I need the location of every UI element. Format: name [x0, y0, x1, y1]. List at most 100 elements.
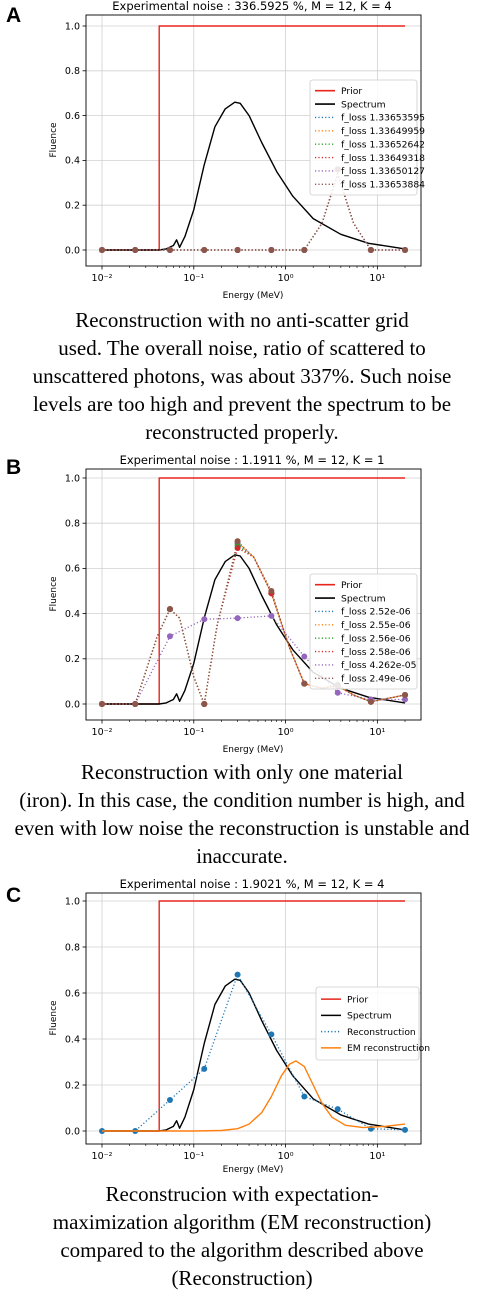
- y-tick-label: 0.4: [65, 1034, 80, 1045]
- caption-line: inaccurate.: [196, 844, 288, 868]
- figure-caption: Reconstruction with only one material (i…: [0, 758, 484, 870]
- chart-panel-a: A Experimental noise : 336.5925 %, M = 1…: [6, 0, 425, 301]
- caption-line: (iron). In this case, the condition numb…: [19, 788, 465, 812]
- data-point: [301, 1093, 308, 1100]
- data-point: [234, 615, 241, 622]
- chart-panel-b: B Experimental noise : 1.1911 %, M = 12,…: [6, 453, 422, 755]
- y-tick-label: 0.0: [65, 245, 80, 256]
- legend-label: f_loss 1.33652642: [341, 139, 425, 150]
- series-line: [102, 1060, 406, 1132]
- y-tick-label: 0.4: [65, 609, 80, 620]
- data-point: [334, 1106, 341, 1113]
- x-tick-label: 10⁰: [278, 727, 294, 738]
- data-point: [268, 612, 275, 619]
- x-tick-label: 10⁻¹: [183, 1151, 204, 1162]
- data-point: [201, 701, 208, 707]
- series-line: [102, 554, 406, 705]
- legend-label: Spectrum: [341, 99, 386, 110]
- x-tick-label: 10⁻²: [92, 727, 113, 738]
- legend-label: f_loss 4.262e-05: [341, 660, 417, 671]
- legend-label: Prior: [341, 86, 362, 97]
- legend-label: f_loss 2.49e-06: [341, 674, 411, 685]
- y-tick-label: 0.6: [65, 988, 80, 999]
- data-point: [268, 1031, 275, 1038]
- y-axis-label: Fluence: [49, 122, 59, 158]
- data-point: [201, 616, 208, 623]
- data-point: [268, 247, 275, 253]
- series-line: [102, 101, 406, 251]
- data-point: [367, 698, 374, 705]
- x-tick-label: 10⁰: [278, 273, 294, 284]
- x-tick-label: 10¹: [369, 1151, 385, 1162]
- x-tick-label: 10⁰: [278, 1151, 294, 1162]
- data-point: [201, 1065, 208, 1072]
- x-tick-label: 10¹: [369, 273, 385, 284]
- data-point: [234, 538, 241, 545]
- legend-label: f_loss 1.33650127: [341, 166, 425, 177]
- data-point: [99, 701, 105, 707]
- series-line: [102, 978, 406, 1132]
- y-tick-label: 1.0: [65, 473, 80, 484]
- legend-label: EM reconstruction: [347, 1043, 430, 1054]
- y-tick-label: 0.8: [65, 66, 80, 77]
- data-point: [234, 545, 241, 552]
- y-tick-label: 0.0: [65, 1126, 80, 1137]
- y-axis-label: Fluence: [49, 576, 59, 612]
- legend-label: f_loss 1.33653595: [341, 113, 425, 124]
- data-point: [301, 653, 308, 660]
- legend-label: Reconstruction: [347, 1027, 416, 1038]
- x-axis-label: Energy (MeV): [223, 291, 284, 301]
- x-tick-label: 10⁻²: [92, 1151, 113, 1162]
- legend-box: [309, 79, 418, 196]
- x-axis-label: Energy (MeV): [223, 745, 284, 755]
- data-point: [301, 680, 308, 687]
- data-point: [334, 689, 341, 696]
- chart-title: Experimental noise : 1.1911 %, M = 12, K…: [120, 453, 385, 467]
- caption-line: maximization algorithm (EM reconstructio…: [52, 1210, 432, 1234]
- y-axis-label: Fluence: [49, 1000, 59, 1036]
- y-tick-label: 0.2: [65, 1080, 80, 1091]
- caption-line: levels are too high and prevent the spec…: [32, 392, 452, 416]
- caption-line: used. The overall noise, ratio of scatte…: [58, 336, 426, 360]
- x-tick-label: 10⁻²: [92, 273, 113, 284]
- legend: Prior Spectrum f_loss 1.33653595 f_loss 1.3…: [309, 79, 425, 196]
- y-tick-label: 0.4: [65, 156, 80, 167]
- plot-area: 10⁻² 10⁻¹ 10⁰ 10¹ 0.0 0.2 0.4 0.6 0.8 1.0: [65, 14, 422, 284]
- legend-label: f_loss 2.56e-06: [341, 633, 411, 644]
- caption-line: even with low noise the reconstruction i…: [14, 816, 470, 840]
- caption-line: reconstructed properly.: [145, 420, 339, 444]
- legend-label: f_loss 2.58e-06: [341, 647, 411, 658]
- data-point: [99, 247, 105, 253]
- data-point: [402, 696, 408, 703]
- data-point: [132, 247, 139, 253]
- x-tick-label: 10⁻¹: [183, 273, 204, 284]
- plot-area: 10⁻² 10⁻¹ 10⁰ 10¹ 0.0 0.2 0.4 0.6 0.8 1.0: [65, 892, 422, 1162]
- data-point: [166, 1096, 173, 1103]
- y-tick-label: 0.6: [65, 111, 80, 122]
- legend-label: f_loss 1.33649959: [341, 126, 425, 137]
- axes-frame: [85, 468, 422, 721]
- y-tick-label: 0.2: [65, 654, 80, 665]
- y-tick-label: 1.0: [65, 21, 80, 32]
- panel-letter: A: [6, 4, 21, 27]
- data-point: [402, 1126, 408, 1133]
- legend: Prior Spectrum f_loss 2.52e-06 f_loss 2.55e…: [309, 573, 418, 690]
- data-point: [201, 247, 208, 253]
- data-point: [166, 606, 173, 613]
- legend-label: f_loss 1.33649318: [341, 153, 425, 164]
- data-point: [166, 247, 173, 253]
- legend-box: [309, 573, 418, 690]
- series-line: [102, 173, 405, 251]
- data-point: [166, 633, 173, 640]
- data-point: [402, 691, 408, 698]
- data-point: [367, 247, 374, 253]
- legend-box: [315, 986, 420, 1061]
- panel-letter: B: [6, 456, 21, 479]
- data-point: [234, 971, 241, 978]
- y-tick-label: 0.0: [65, 699, 80, 710]
- figure-caption: Reconstrucion with expectation- maximiza…: [0, 1180, 484, 1292]
- data-point: [234, 247, 241, 253]
- y-tick-label: 0.6: [65, 564, 80, 575]
- data-point: [402, 247, 408, 253]
- caption-line: Reconstruction with only one material: [81, 760, 403, 784]
